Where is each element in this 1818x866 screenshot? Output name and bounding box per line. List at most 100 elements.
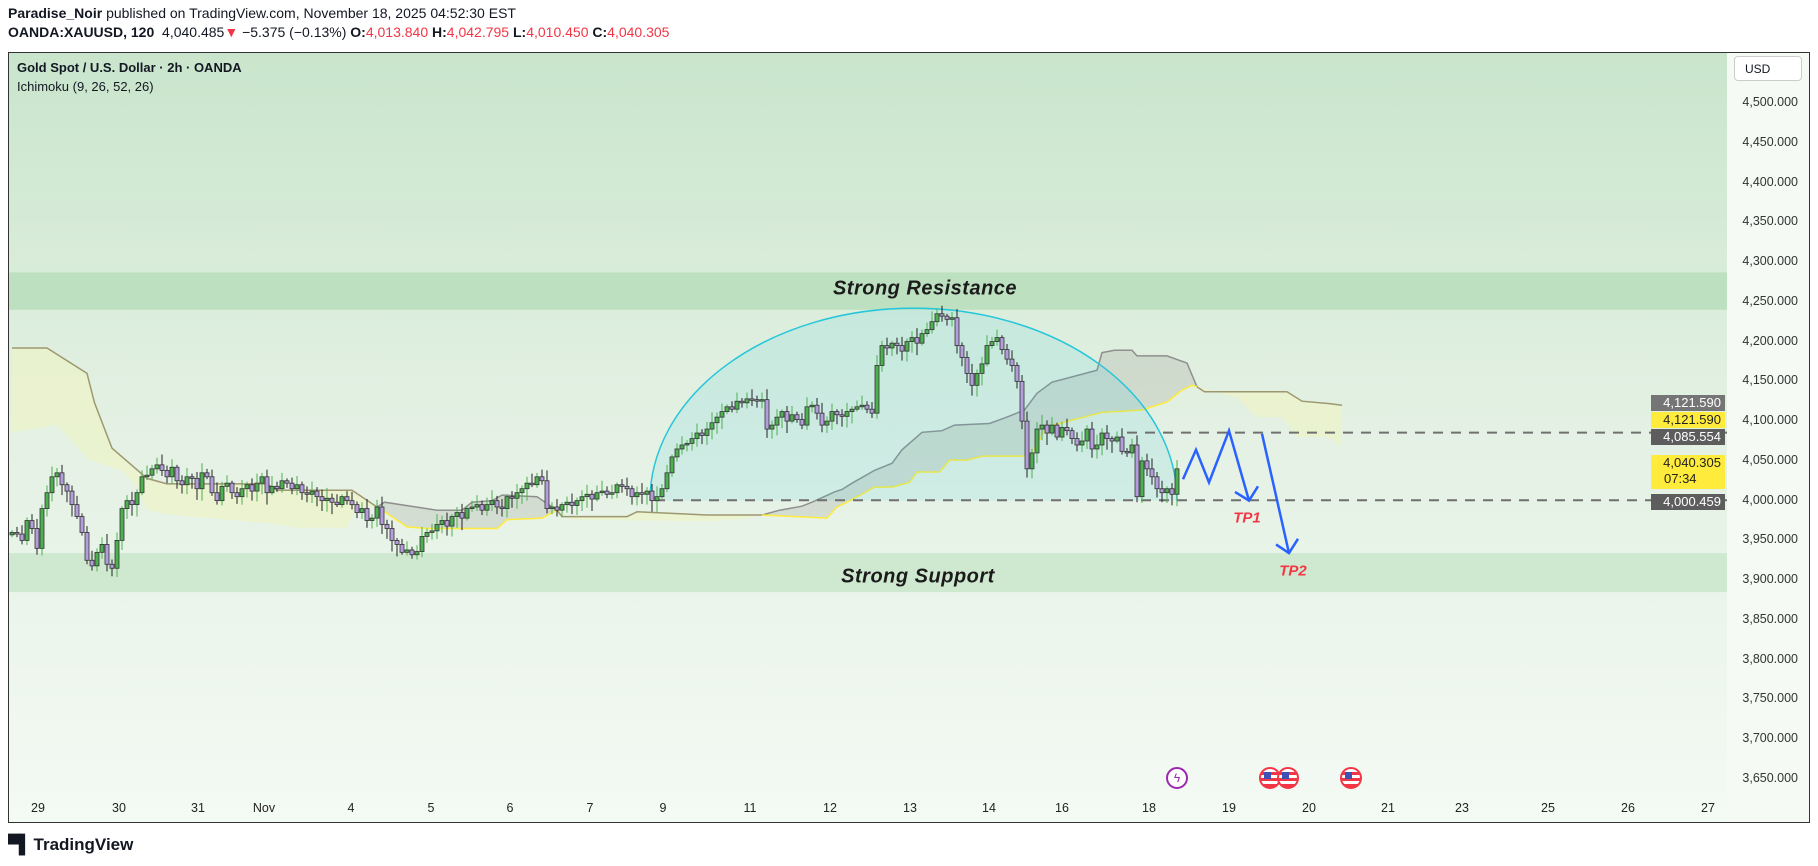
- bull-candle: [169, 466, 175, 478]
- bull-candle: [879, 345, 885, 366]
- bear-candle: [354, 504, 360, 513]
- bear-candle: [629, 488, 635, 498]
- date-tick-label: 27: [1701, 801, 1715, 815]
- us-flag-event-icon[interactable]: [1277, 767, 1299, 789]
- down-triangle-icon: ▼: [224, 24, 239, 40]
- bull-candle: [39, 508, 45, 549]
- bull-candle: [99, 543, 105, 553]
- bull-candle: [199, 472, 205, 490]
- date-tick-label: 11: [743, 801, 757, 815]
- price-tick-label: 4,100.000: [1742, 413, 1798, 428]
- bull-candle: [124, 500, 130, 510]
- date-tick-label: 20: [1302, 801, 1316, 815]
- bull-candle: [359, 508, 365, 513]
- bull-candle: [1034, 428, 1040, 454]
- bear-candle: [1109, 438, 1115, 442]
- low-value: 4,010.450: [526, 24, 589, 40]
- bear-candle: [179, 480, 185, 486]
- bull-candle: [779, 411, 785, 418]
- ichimoku-span-b-line: [761, 349, 1198, 516]
- bull-candle: [504, 496, 510, 510]
- bear-candle: [274, 485, 280, 490]
- price-tick-label: 3,700.000: [1742, 731, 1798, 746]
- arrowhead-icon: [1234, 485, 1260, 503]
- bull-candle: [374, 506, 380, 519]
- bear-candle: [164, 470, 170, 478]
- bear-candle: [189, 476, 195, 479]
- us-flag-event-icon[interactable]: [1340, 767, 1362, 789]
- price-tick-label: 4,250.000: [1742, 293, 1798, 308]
- bull-candle: [689, 438, 695, 444]
- date-tick-label: 18: [1142, 801, 1156, 815]
- bear-candle: [74, 504, 80, 517]
- bull-candle: [854, 406, 860, 410]
- bull-candle: [424, 532, 430, 537]
- bull-candle: [94, 551, 100, 567]
- bear-candle: [1169, 488, 1175, 495]
- publisher-name[interactable]: Paradise_Noir: [8, 5, 103, 21]
- bull-candle: [324, 497, 330, 502]
- rounding-top-arc: [649, 307, 1178, 501]
- bear-candle: [129, 500, 135, 506]
- lightning-event-icon[interactable]: ϟ: [1166, 767, 1188, 789]
- bear-candle: [314, 490, 320, 498]
- bull-candle: [1079, 440, 1085, 446]
- bull-candle: [664, 472, 670, 490]
- chart-frame: [8, 52, 1810, 823]
- bull-candle: [1084, 428, 1090, 442]
- bull-candle: [599, 490, 605, 494]
- bear-candle: [264, 476, 270, 494]
- cloud-span-b-label: 4,121.590: [1651, 395, 1725, 411]
- bear-candle: [729, 406, 735, 410]
- bull-candle: [224, 482, 230, 487]
- bull-candle: [709, 422, 715, 430]
- price-tick-label: 4,150.000: [1742, 373, 1798, 388]
- price-tick-label: 4,050.000: [1742, 452, 1798, 467]
- bear-candle: [1074, 438, 1080, 446]
- bull-candle: [594, 492, 600, 500]
- date-tick-label: 6: [506, 801, 514, 815]
- bull-candle: [54, 472, 60, 478]
- bull-candle: [44, 492, 50, 510]
- bear-candle: [1124, 450, 1130, 454]
- bull-candle: [609, 492, 615, 495]
- bull-candle: [994, 337, 1000, 342]
- bear-candle: [1044, 424, 1050, 434]
- bear-candle: [364, 508, 370, 521]
- bull-candle: [339, 496, 345, 506]
- bull-candle: [829, 411, 835, 422]
- symbol-legend[interactable]: Gold Spot / U.S. Dollar · 2h · OANDA: [17, 60, 242, 75]
- bull-candle: [584, 493, 590, 498]
- bear-candle: [794, 414, 800, 420]
- bear-candle: [334, 501, 340, 506]
- bear-candle: [389, 528, 395, 541]
- published-text: published on TradingView.com, November 1…: [106, 5, 516, 21]
- price-tick-label: 3,950.000: [1742, 532, 1798, 547]
- bear-candle: [1014, 365, 1020, 382]
- bear-candle: [739, 400, 745, 404]
- bull-candle: [929, 321, 935, 331]
- bull-candle: [119, 508, 125, 541]
- price-tick-label: 4,450.000: [1742, 134, 1798, 149]
- price-axis-background: [1727, 53, 1810, 823]
- bear-candle: [494, 500, 500, 508]
- ichimoku-cloud: [557, 510, 762, 522]
- bear-candle: [329, 497, 335, 503]
- bear-candle: [649, 490, 655, 502]
- bear-candle: [89, 559, 95, 567]
- bear-candle: [749, 398, 755, 401]
- date-tick-label: 16: [1055, 801, 1069, 815]
- tradingview-logo[interactable]: ▀▌ TradingView: [8, 834, 133, 855]
- bear-candle: [299, 484, 305, 494]
- bull-candle: [549, 506, 555, 510]
- bull-candle: [984, 345, 990, 365]
- indicator-legend[interactable]: Ichimoku (9, 26, 52, 26): [17, 79, 154, 94]
- bear-candle: [834, 411, 840, 416]
- bull-candle: [1139, 460, 1145, 498]
- bear-candle: [819, 412, 825, 426]
- bull-candle: [1164, 488, 1170, 494]
- currency-button[interactable]: USD: [1734, 56, 1802, 81]
- strong-support-label: Strong Support: [841, 565, 995, 588]
- bear-candle: [84, 532, 90, 561]
